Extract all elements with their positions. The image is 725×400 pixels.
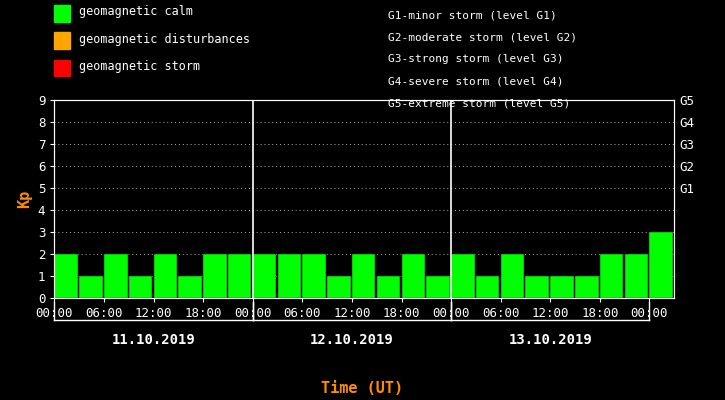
Text: geomagnetic storm: geomagnetic storm	[79, 60, 200, 73]
Text: G2-moderate storm (level G2): G2-moderate storm (level G2)	[388, 32, 577, 42]
Bar	[154, 254, 177, 298]
Text: G5-extreme storm (level G5): G5-extreme storm (level G5)	[388, 98, 570, 108]
Bar	[203, 254, 227, 298]
Bar	[476, 276, 500, 298]
Bar	[178, 276, 202, 298]
Bar	[526, 276, 549, 298]
Y-axis label: Kp: Kp	[17, 190, 33, 208]
Bar	[104, 254, 128, 298]
Text: G1-minor storm (level G1): G1-minor storm (level G1)	[388, 10, 557, 20]
Bar	[54, 254, 78, 298]
Bar	[327, 276, 351, 298]
Bar	[600, 254, 624, 298]
Bar	[129, 276, 152, 298]
Bar	[575, 276, 599, 298]
Bar	[278, 254, 301, 298]
Text: Time (UT): Time (UT)	[321, 381, 404, 396]
Text: geomagnetic calm: geomagnetic calm	[79, 6, 193, 18]
Text: G3-strong storm (level G3): G3-strong storm (level G3)	[388, 54, 563, 64]
Bar	[451, 254, 475, 298]
Bar	[253, 254, 276, 298]
Bar	[352, 254, 376, 298]
Text: G4-severe storm (level G4): G4-severe storm (level G4)	[388, 76, 563, 86]
Text: 13.10.2019: 13.10.2019	[508, 333, 592, 347]
Bar	[625, 254, 648, 298]
Bar	[377, 276, 400, 298]
Text: geomagnetic disturbances: geomagnetic disturbances	[79, 33, 250, 46]
Bar	[650, 232, 673, 298]
Text: 11.10.2019: 11.10.2019	[112, 333, 196, 347]
Bar	[228, 254, 252, 298]
Bar	[302, 254, 326, 298]
Bar	[426, 276, 450, 298]
Bar	[79, 276, 103, 298]
Bar	[402, 254, 425, 298]
Text: 12.10.2019: 12.10.2019	[310, 333, 394, 347]
Bar	[501, 254, 524, 298]
Bar	[550, 276, 573, 298]
